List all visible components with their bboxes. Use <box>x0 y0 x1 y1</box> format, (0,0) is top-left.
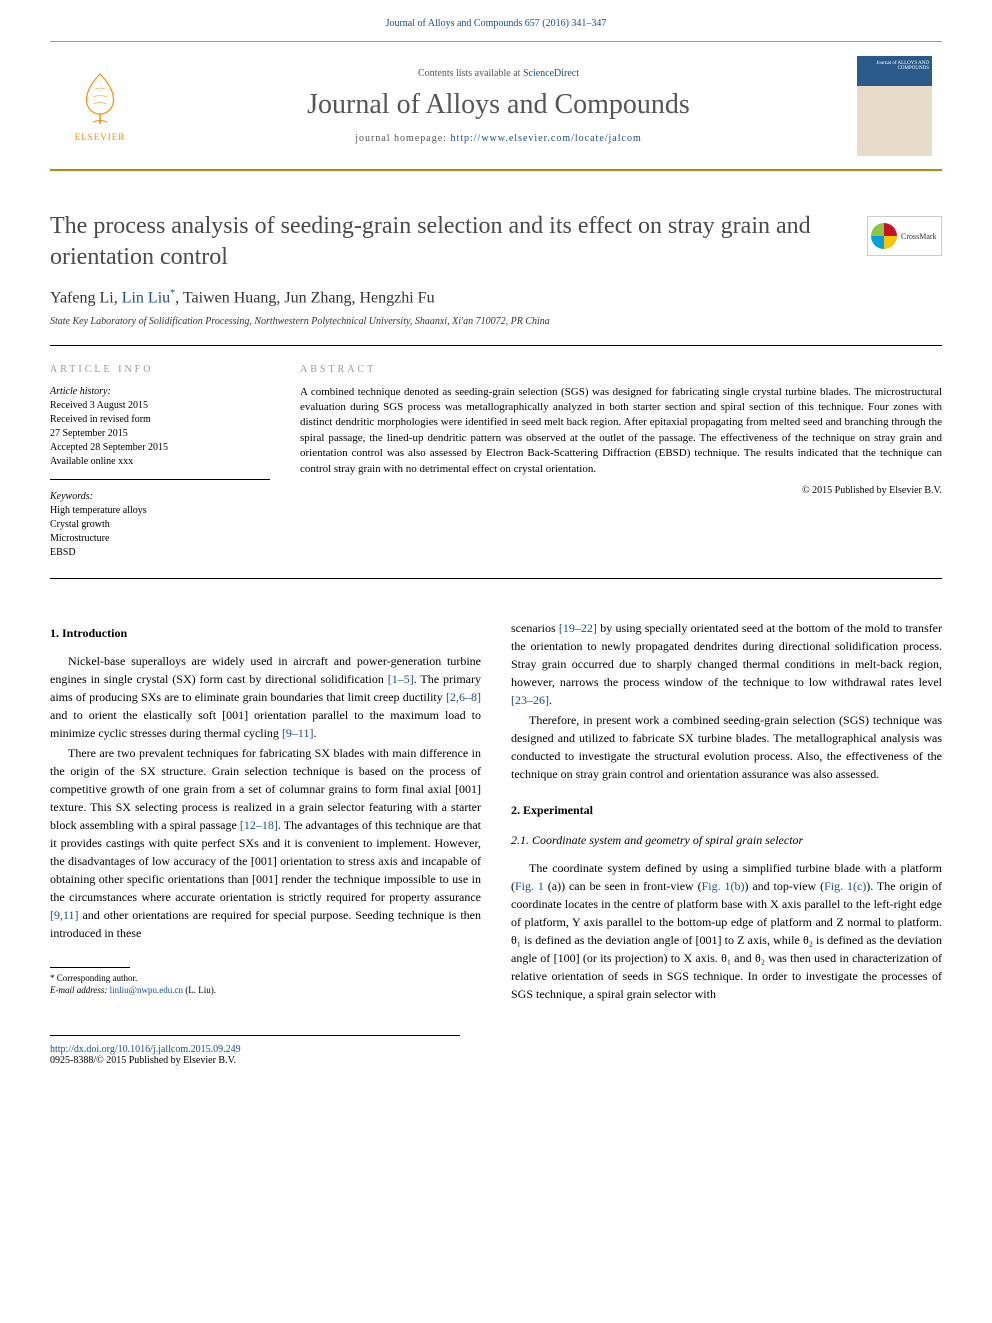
contents-prefix: Contents lists available at <box>418 68 523 79</box>
keywords-block: Keywords: High temperature alloys Crysta… <box>50 490 270 560</box>
body-text: 1. Introduction Nickel-base superalloys … <box>50 619 942 1005</box>
authors-line: Yafeng Li, Lin Liu*, Taiwen Huang, Jun Z… <box>50 288 942 307</box>
keyword-4: EBSD <box>50 546 270 560</box>
journal-header-band: ELSEVIER Contents lists available at Sci… <box>50 41 942 171</box>
ref-9-11b[interactable]: [9,11] <box>50 908 79 922</box>
ref-fig1b[interactable]: Fig. 1(b) <box>702 879 745 893</box>
history-online: Available online xxx <box>50 455 270 469</box>
history-revised2: 27 September 2015 <box>50 427 270 441</box>
section-1-title: 1. Introduction <box>50 624 481 642</box>
keyword-1: High temperature alloys <box>50 504 270 518</box>
journal-cover-thumb[interactable]: Journal of ALLOYS AND COMPOUNDS <box>857 56 932 156</box>
journal-reference: Journal of Alloys and Compounds 657 (201… <box>0 0 992 41</box>
sciencedirect-link[interactable]: ScienceDirect <box>523 68 579 79</box>
elsevier-tree-icon <box>75 69 125 129</box>
info-abstract-row: ARTICLE INFO Article history: Received 3… <box>50 364 942 560</box>
keyword-2: Crystal growth <box>50 518 270 532</box>
article-history: Article history: Received 3 August 2015 … <box>50 385 270 469</box>
corr-author-label: * Corresponding author. <box>50 972 481 985</box>
s2-1-p1: The coordinate system defined by using a… <box>511 859 942 1003</box>
section-2-1-title: 2.1. Coordinate system and geometry of s… <box>511 831 942 849</box>
homepage-line: journal homepage: http://www.elsevier.co… <box>140 133 857 144</box>
header-center: Contents lists available at ScienceDirec… <box>140 68 857 144</box>
article-info-column: ARTICLE INFO Article history: Received 3… <box>50 364 270 560</box>
abstract-label: ABSTRACT <box>300 364 942 375</box>
crossmark-text: CrossMark <box>901 232 937 241</box>
info-divider <box>50 479 270 480</box>
ref-23-26[interactable]: [23–26] <box>511 693 549 707</box>
s1-p1: Nickel-base superalloys are widely used … <box>50 652 481 742</box>
article-title: The process analysis of seeding-grain se… <box>50 211 942 273</box>
rule-top <box>50 345 942 346</box>
history-received: Received 3 August 2015 <box>50 399 270 413</box>
homepage-prefix: journal homepage: <box>355 133 450 144</box>
s1-p2: There are two prevalent techniques for f… <box>50 744 481 942</box>
keywords-label: Keywords: <box>50 490 270 504</box>
ref-fig1c[interactable]: Fig. 1(c) <box>824 879 866 893</box>
rule-bottom <box>50 578 942 579</box>
crossmark-icon <box>871 223 897 249</box>
s1-p2-cont: scenarios [19–22] by using specially ori… <box>511 619 942 709</box>
journal-ref-link[interactable]: Journal of Alloys and Compounds 657 (201… <box>386 18 607 29</box>
page-footer: http://dx.doi.org/10.1016/j.jallcom.2015… <box>50 1035 460 1066</box>
affiliation: State Key Laboratory of Solidification P… <box>50 316 942 327</box>
ref-2-6-8[interactable]: [2,6–8] <box>446 690 481 704</box>
issn-copyright: 0925-8388/© 2015 Published by Elsevier B… <box>50 1055 460 1066</box>
footnote-block: * Corresponding author. E-mail address: … <box>50 972 481 997</box>
ref-12-18[interactable]: [12–18] <box>240 818 278 832</box>
s1-p3: Therefore, in present work a combined se… <box>511 711 942 783</box>
keyword-3: Microstructure <box>50 532 270 546</box>
email-link[interactable]: linliu@nwpu.edu.cn <box>110 985 183 995</box>
email-line: E-mail address: linliu@nwpu.edu.cn (L. L… <box>50 984 481 997</box>
section-2-title: 2. Experimental <box>511 801 942 819</box>
history-label: Article history: <box>50 385 270 399</box>
elsevier-logo[interactable]: ELSEVIER <box>60 56 140 156</box>
ref-1-5[interactable]: [1–5] <box>388 672 414 686</box>
email-suffix: (L. Liu). <box>183 985 216 995</box>
homepage-link[interactable]: http://www.elsevier.com/locate/jalcom <box>450 133 641 144</box>
contents-line: Contents lists available at ScienceDirec… <box>140 68 857 79</box>
ref-fig1[interactable]: Fig. 1 <box>515 879 544 893</box>
author-1: Yafeng Li, <box>50 290 122 307</box>
footnote-rule <box>50 967 130 968</box>
doi-link[interactable]: http://dx.doi.org/10.1016/j.jallcom.2015… <box>50 1044 241 1055</box>
ref-19-22[interactable]: [19–22] <box>559 621 597 635</box>
cover-thumb-title: Journal of ALLOYS AND COMPOUNDS <box>857 61 929 72</box>
email-label: E-mail address: <box>50 985 110 995</box>
journal-name: Journal of Alloys and Compounds <box>140 89 857 121</box>
elsevier-text: ELSEVIER <box>75 132 126 142</box>
abstract-copyright: © 2015 Published by Elsevier B.V. <box>300 485 942 496</box>
abstract-text: A combined technique denoted as seeding-… <box>300 385 942 477</box>
article-info-label: ARTICLE INFO <box>50 364 270 375</box>
history-accepted: Accepted 28 September 2015 <box>50 441 270 455</box>
article-title-block: The process analysis of seeding-grain se… <box>50 211 942 273</box>
ref-9-11[interactable]: [9–11] <box>282 726 314 740</box>
abstract-column: ABSTRACT A combined technique denoted as… <box>300 364 942 560</box>
author-2-link[interactable]: Lin Liu <box>122 290 170 307</box>
crossmark-badge[interactable]: CrossMark <box>867 216 942 256</box>
history-revised1: Received in revised form <box>50 413 270 427</box>
authors-rest: , Taiwen Huang, Jun Zhang, Hengzhi Fu <box>175 290 434 307</box>
